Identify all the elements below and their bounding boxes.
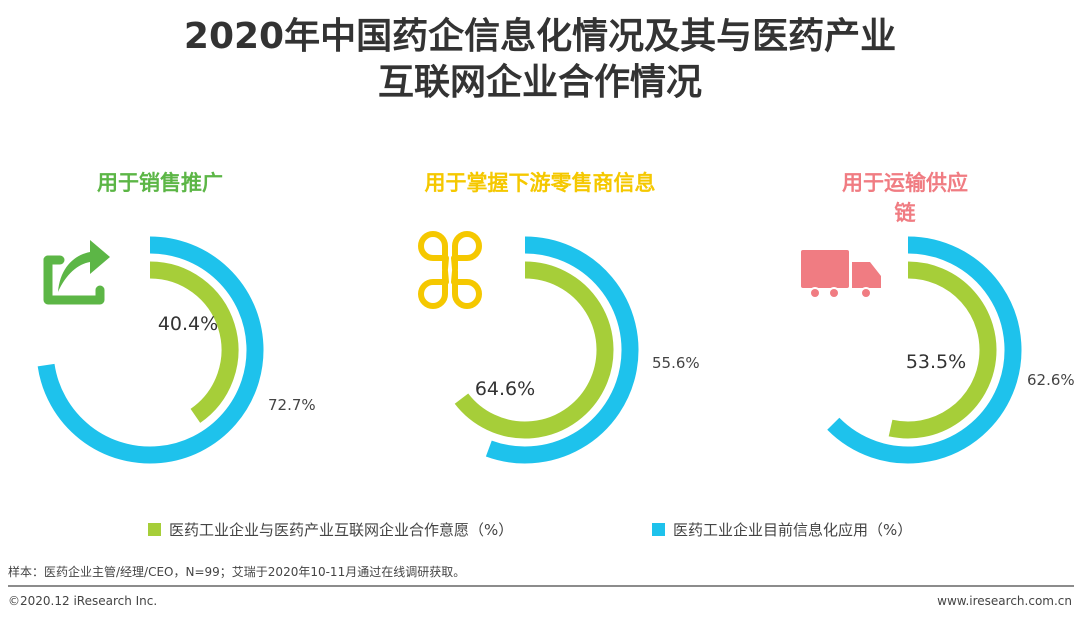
- arc-willingness-1: [149, 261, 239, 423]
- website: www.iresearch.com.cn: [937, 594, 1072, 608]
- label-application-3: 62.6%: [1027, 371, 1075, 389]
- legend-item-application: 医药工业企业目前信息化应用（%）: [652, 519, 912, 540]
- truck-icon: [801, 250, 881, 299]
- share-arrow-icon: [43, 240, 110, 305]
- legend-label-willingness: 医药工业企业与医药产业互联网企业合作意愿（%）: [169, 521, 514, 539]
- four-petal-grid-icon: [418, 231, 482, 309]
- chart-title: 2020年中国药企信息化情况及其与医药产业 互联网企业合作情况: [0, 14, 1080, 106]
- legend-item-willingness: 医药工业企业与医药产业互联网企业合作意愿（%）: [148, 519, 513, 540]
- footnote: 样本：医药企业主管/经理/CEO，N=99；艾瑞于2020年10-11月通过在线…: [8, 565, 466, 579]
- arc-application-3: [827, 236, 1022, 464]
- panel-title-supply-chain-line1: 用于运输供应: [842, 171, 968, 195]
- chart-title-line1: 2020年中国药企信息化情况及其与医药产业: [183, 16, 897, 57]
- label-willingness-3: 53.5%: [906, 351, 966, 373]
- arc-willingness-2: [454, 261, 614, 439]
- legend-swatch-green: [148, 523, 161, 536]
- arc-willingness-3: [888, 261, 997, 439]
- copyright: ©2020.12 iResearch Inc.: [8, 594, 158, 608]
- label-application-1: 72.7%: [268, 396, 316, 414]
- label-application-2: 55.6%: [652, 354, 700, 372]
- legend-label-application: 医药工业企业目前信息化应用（%）: [673, 521, 913, 539]
- arc-application-2: [485, 236, 639, 464]
- divider: [8, 585, 1074, 587]
- label-willingness-1: 40.4%: [158, 313, 218, 335]
- panel-title-supply-chain: 用于运输供应 链: [800, 168, 1010, 228]
- panel-title-retail-info: 用于掌握下游零售商信息: [424, 171, 656, 195]
- chart-title-line2: 互联网企业合作情况: [377, 62, 702, 103]
- label-willingness-2: 64.6%: [475, 378, 535, 400]
- legend-swatch-blue: [652, 523, 665, 536]
- panel-title-supply-chain-line2: 链: [894, 201, 916, 225]
- arc-application-1: [37, 236, 264, 464]
- panel-title-sales: 用于销售推广: [97, 171, 223, 195]
